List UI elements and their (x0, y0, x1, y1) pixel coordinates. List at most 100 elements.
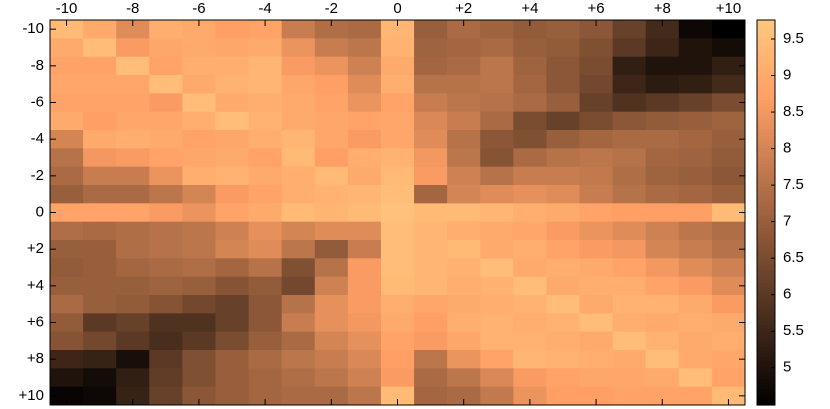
heatmap-cell (546, 240, 581, 259)
colorbar-swatch (757, 244, 775, 249)
heatmap-cell (612, 331, 647, 351)
heatmap-cell (314, 368, 349, 388)
heatmap-cell (50, 258, 84, 278)
heatmap-cell (711, 111, 746, 131)
heatmap-cell (248, 276, 283, 296)
colorbar-swatch (757, 61, 775, 66)
heatmap-cell (513, 56, 547, 76)
heatmap-cell (513, 111, 547, 131)
heatmap-cell (645, 56, 680, 76)
heatmap-cell (612, 130, 647, 149)
heatmap-cell (711, 203, 746, 223)
heatmap-cell (314, 130, 349, 149)
heatmap-cell (380, 240, 415, 259)
heatmap-cell (281, 56, 316, 76)
heatmap-cell (116, 75, 150, 94)
heatmap-cell (149, 221, 183, 241)
heatmap-cell (347, 111, 382, 131)
heatmap-cell (248, 203, 283, 223)
heatmap-cell (678, 258, 713, 278)
heatmap-cell (380, 56, 415, 76)
heatmap-cell (281, 130, 316, 149)
heatmap-cell (314, 331, 349, 351)
heatmap-cell (149, 203, 183, 223)
y-tick-label: -10 (22, 20, 44, 37)
heatmap-cell (182, 368, 216, 388)
heatmap-cell (480, 203, 514, 223)
heatmap-cell (347, 130, 382, 149)
y-tick-label: +10 (19, 387, 44, 404)
heatmap-cell (513, 276, 547, 296)
heatmap-cell (149, 185, 183, 204)
heatmap-cell (645, 75, 680, 94)
colorbar-swatch (757, 350, 775, 355)
heatmap-cell (711, 240, 746, 259)
heatmap-cell (579, 20, 614, 39)
heatmap-cell (579, 331, 614, 351)
y-tick-label: -2 (31, 167, 44, 184)
heatmap-cell (678, 331, 713, 351)
heatmap-cell (546, 386, 581, 406)
heatmap-cell (182, 148, 216, 168)
colorbar-swatch (757, 129, 775, 133)
heatmap-cell (149, 313, 183, 333)
heatmap-cell (215, 386, 250, 406)
heatmap-cell (711, 276, 746, 296)
heatmap-cell (182, 386, 216, 406)
heatmap-cell (149, 93, 183, 113)
heatmap-cell (149, 75, 183, 94)
colorbar-swatch (757, 238, 775, 242)
heatmap-cell (711, 148, 746, 168)
colorbar-swatch (757, 286, 775, 291)
colorbar-swatch (757, 196, 775, 201)
heatmap-cell (579, 258, 614, 278)
heatmap-cell (281, 295, 316, 314)
heatmap-cell (546, 75, 581, 94)
colorbar-swatch (757, 23, 775, 28)
colorbar-tick-label: 6 (783, 286, 791, 303)
heatmap-cell (215, 130, 250, 149)
colorbar-swatch (757, 161, 775, 165)
heatmap-cell (347, 203, 382, 223)
heatmap-cell (579, 148, 614, 168)
colorbar-tick-label: 5 (783, 359, 791, 376)
heatmap-cell (314, 56, 349, 76)
heatmap-cell (215, 38, 250, 58)
heatmap-cell (711, 38, 746, 58)
heatmap-cell (711, 166, 746, 186)
heatmap-cell (480, 331, 514, 351)
heatmap-cell (645, 350, 680, 369)
heatmap-cell (149, 258, 183, 278)
heatmap-cell (83, 75, 117, 94)
heatmap-cell (414, 20, 448, 39)
heatmap-cell (579, 221, 614, 241)
heatmap-cell (182, 295, 216, 314)
heatmap-cell (414, 276, 448, 296)
colorbar-swatch (757, 97, 775, 101)
heatmap-cell (447, 130, 481, 149)
heatmap-cell (83, 166, 117, 186)
heatmap-cell (612, 350, 647, 369)
colorbar-swatch (757, 215, 775, 220)
heatmap-cell (480, 295, 514, 314)
heatmap-cell (447, 38, 481, 58)
colorbar-swatch (757, 385, 775, 390)
heatmap-cell (546, 148, 581, 168)
colorbar-swatch (757, 337, 775, 342)
heatmap-cell (546, 258, 581, 278)
colorbar-swatch (757, 363, 775, 368)
heatmap-cell (50, 130, 84, 149)
colorbar-swatch (757, 241, 775, 246)
heatmap-cell (711, 20, 746, 39)
heatmap-cell (711, 386, 746, 406)
heatmap-cell (645, 221, 680, 241)
heatmap-cell (50, 38, 84, 58)
heatmap-cell (612, 295, 647, 314)
heatmap-cell (83, 203, 117, 223)
colorbar-swatch (757, 29, 775, 34)
x-tick-label: +4 (521, 0, 538, 17)
heatmap-cell (579, 276, 614, 296)
colorbar-swatch (757, 138, 775, 143)
heatmap-cell (579, 185, 614, 204)
